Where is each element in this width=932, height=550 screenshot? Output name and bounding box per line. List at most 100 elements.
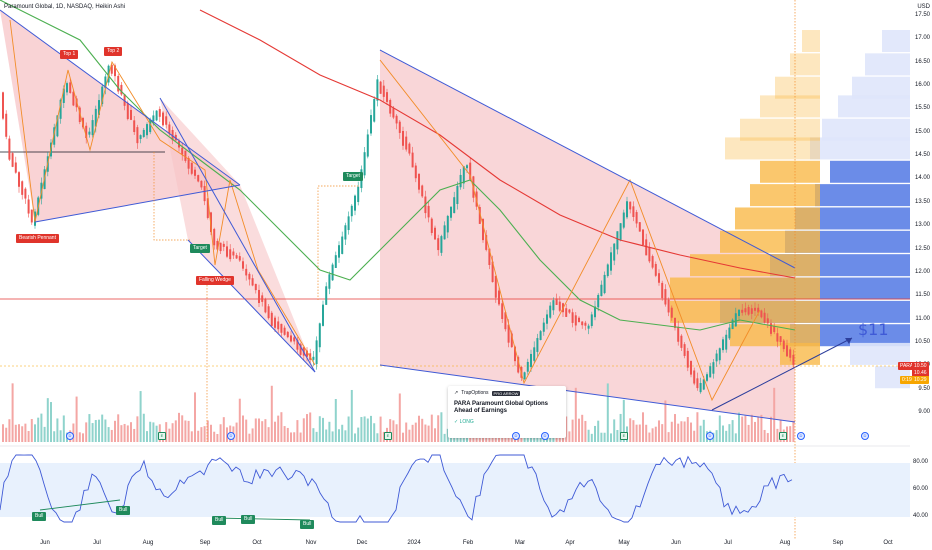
candle [626,201,628,218]
trendline [187,239,316,373]
candle [507,324,510,343]
volume-bar [674,414,676,442]
price-tick: 12.50 [914,245,930,252]
candle [638,222,641,232]
volume-bar [398,393,401,442]
volume-bar [437,415,440,442]
volume-bar [731,420,734,442]
candle [8,138,11,160]
candle [101,86,104,104]
idea-card[interactable]: ↗ TrapOptions PRO ARROW PARA Paramount G… [448,386,566,438]
volume-bar [443,433,446,442]
candle [616,231,619,250]
target-line [153,152,190,241]
volume-bar [75,396,78,442]
volume-bar [565,416,568,442]
volume-bar [693,430,696,442]
time-tick: Jul [93,540,101,546]
candle [606,264,609,277]
volume-bar [197,430,200,442]
candle [158,109,161,117]
volume-bar [181,415,184,442]
candle [98,100,100,115]
earnings-marker[interactable]: E [620,432,628,440]
volume-bar [347,416,350,442]
volume-bar [85,422,88,442]
volume-bar [306,414,308,442]
volume-profile-bar [810,137,910,160]
candle [686,350,689,368]
volume-bar [395,424,398,442]
candle [110,64,113,74]
candle [222,243,225,247]
volume-bar [59,430,62,442]
candle [11,153,14,167]
candle [478,206,481,224]
divergence-line [39,499,121,511]
candle [366,134,369,157]
volume-bar [402,432,404,442]
candle [363,152,366,176]
volume-bar [14,424,17,442]
volume-bar [72,423,75,442]
candle [459,174,462,188]
earnings-marker[interactable]: D [227,432,235,440]
earnings-marker[interactable]: D [797,432,805,440]
volume-bar [696,412,699,442]
candle [648,247,651,262]
candle [88,131,91,135]
volume-bar [773,387,776,442]
earnings-marker[interactable]: D [541,432,549,440]
volume-profile-bar [760,160,820,183]
volume-bar [722,425,724,442]
candle [200,180,203,188]
price-tick: 10.50 [914,338,930,345]
volume-bar [725,430,728,442]
candle [69,82,72,93]
candle [466,165,468,169]
candle [296,339,299,350]
idea-title: PARA Paramount Global Options Ahead of E… [454,401,549,414]
volume-bar [331,431,334,442]
volume-bar [293,432,296,442]
volume-bar [245,419,248,442]
volume-bar [622,399,625,442]
candle [165,116,168,125]
time-tick: Mar [514,540,526,546]
candle [229,249,232,260]
trendline [0,9,241,186]
volume-bar [37,417,40,442]
volume-bar [363,416,366,442]
candle [203,185,206,202]
earnings-marker[interactable]: D [861,432,869,440]
candle [325,286,328,305]
volume-bar [114,420,116,442]
earnings-marker[interactable]: D [706,432,714,440]
label-bull-1: Bull [32,512,47,521]
candle [510,333,513,348]
earnings-marker[interactable]: E [158,432,166,440]
volume-bar [635,424,638,442]
price-tick: 15.50 [914,105,930,112]
time-tick: Feb [462,540,474,546]
earnings-marker[interactable]: E [779,432,787,440]
price-axis[interactable]: USD 17.50 17.00 16.50 16.00 15.50 15.00 14.50 1… [910,0,932,550]
trend-arrow-icon: ↗ [454,390,459,396]
earnings-marker[interactable]: E [384,432,392,440]
earnings-marker[interactable]: D [512,432,520,440]
volume-bar [261,421,264,442]
volume-bar [587,429,590,442]
earnings-marker[interactable]: D [66,432,74,440]
candle [408,143,411,154]
candle [629,201,632,210]
candle [763,312,766,323]
candle [770,323,772,334]
volume-bar [318,416,321,442]
trendline [379,364,796,423]
candle [565,308,568,317]
time-tick: Sep [832,540,844,546]
volume-bar [779,420,782,442]
volume-bar [738,412,740,442]
